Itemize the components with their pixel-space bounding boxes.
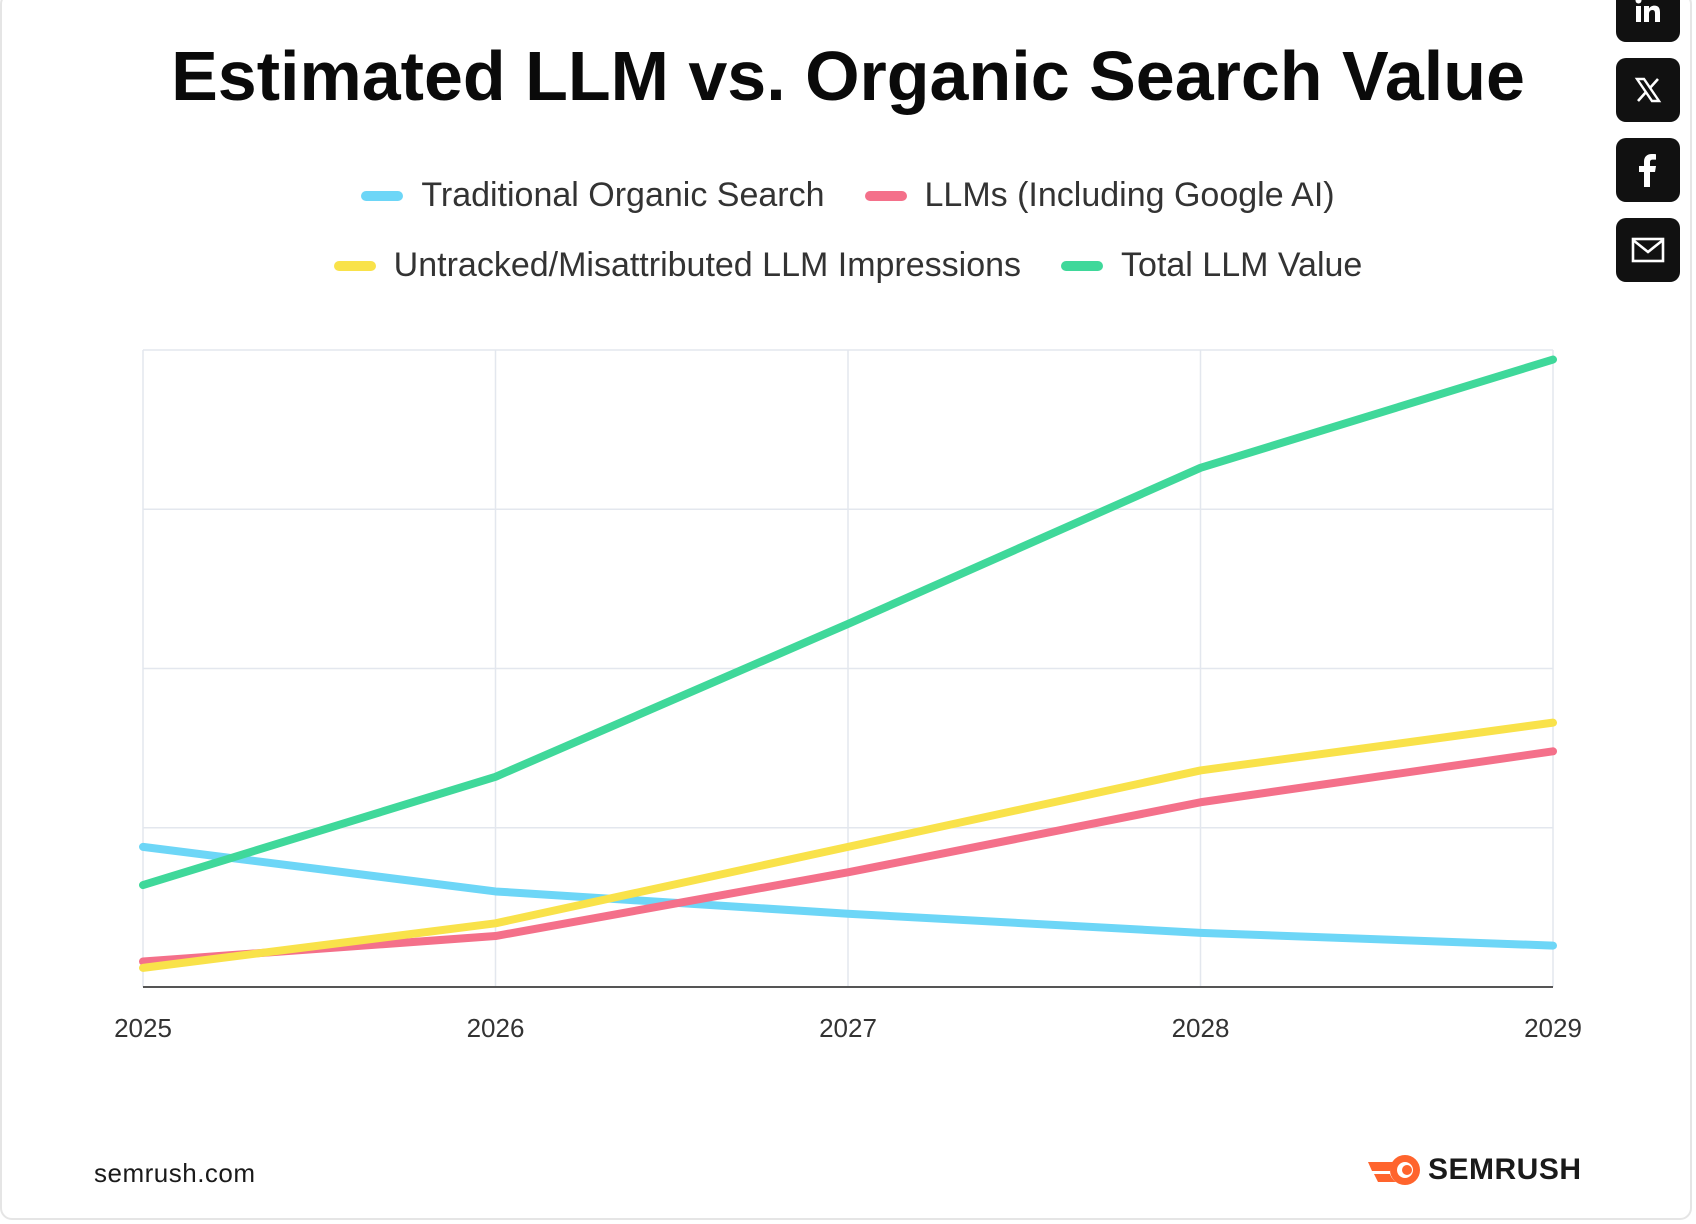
facebook-icon — [1639, 154, 1656, 187]
legend-swatch-llm — [864, 190, 907, 201]
legend-swatch-organic — [361, 190, 404, 201]
linkedin-share-button[interactable] — [1616, 0, 1680, 42]
email-share-button[interactable] — [1616, 218, 1680, 282]
semrush-logo: SEMRUSH — [1366, 1152, 1582, 1188]
legend-label-untracked: Untracked/Misattributed LLM Impressions — [393, 246, 1022, 284]
brand-wordmark: SEMRUSH — [1428, 1153, 1582, 1186]
legend-swatch-untracked — [333, 260, 376, 271]
mail-icon — [1631, 237, 1665, 263]
semrush-flame-icon — [1368, 1155, 1420, 1185]
legend-row-2: Untracked/Misattributed LLM Impressions … — [0, 246, 1696, 285]
legend-label-llm: LLMs (Including Google AI) — [924, 176, 1335, 214]
footer-url: semrush.com — [94, 1158, 256, 1188]
linkedin-icon — [1635, 0, 1660, 22]
legend-item-total: Total LLM Value — [1061, 246, 1362, 285]
legend-item-organic: Traditional Organic Search — [361, 176, 825, 215]
legend-item-llm: LLMs (Including Google AI) — [864, 176, 1335, 215]
chart-title: Estimated LLM vs. Organic Search Value — [171, 37, 1525, 115]
legend-label-organic: Traditional Organic Search — [421, 176, 825, 214]
legend-swatch-total — [1061, 260, 1104, 271]
x-share-button[interactable] — [1616, 58, 1680, 122]
legend-row-1: Traditional Organic Search LLMs (Includi… — [0, 176, 1696, 215]
share-bar — [1616, 0, 1682, 282]
x-icon — [1634, 77, 1662, 103]
legend-item-untracked: Untracked/Misattributed LLM Impressions — [333, 246, 1022, 285]
facebook-share-button[interactable] — [1616, 138, 1680, 202]
legend-label-total: Total LLM Value — [1121, 246, 1363, 284]
